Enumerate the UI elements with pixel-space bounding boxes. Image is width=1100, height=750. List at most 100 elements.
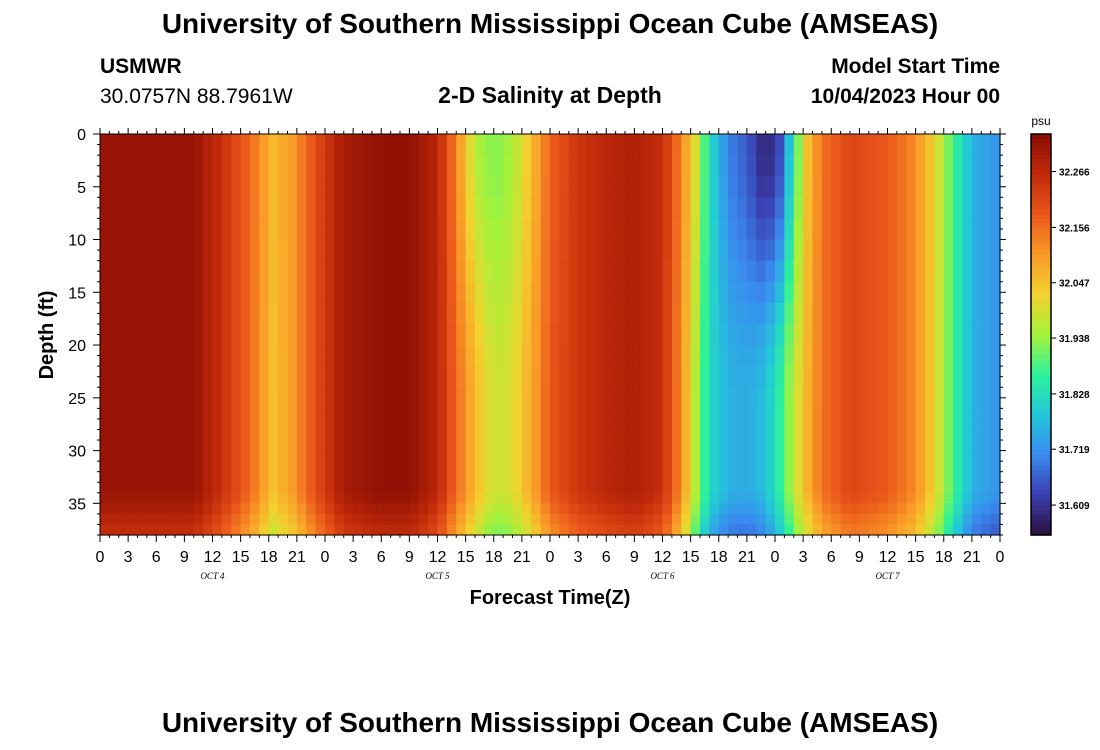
heatmap-cell	[184, 471, 195, 494]
heatmap-cell	[737, 197, 748, 220]
heatmap-cell	[400, 134, 410, 156]
heatmap-cell	[128, 387, 139, 409]
heatmap-cell	[381, 429, 392, 452]
heatmap-cell	[981, 176, 992, 198]
colorbar-segment	[1031, 369, 1051, 376]
heatmap-cell	[559, 323, 570, 346]
heatmap-cell	[606, 429, 617, 452]
heatmap-cell	[756, 429, 767, 452]
heatmap-cell	[953, 513, 964, 526]
heatmap-cell	[943, 239, 954, 262]
heatmap-cell	[353, 260, 364, 283]
heatmap-cell	[718, 302, 729, 325]
heatmap-cell	[418, 302, 429, 325]
colorbar-segment	[1031, 259, 1051, 265]
heatmap-cell	[315, 387, 326, 409]
heatmap-cell	[259, 450, 270, 473]
heatmap-cell	[287, 155, 298, 177]
heatmap-cell	[671, 218, 682, 241]
heatmap-cell	[381, 524, 392, 536]
heatmap-cell	[568, 408, 579, 431]
heatmap-cell	[325, 503, 335, 515]
heatmap-cell	[296, 429, 307, 452]
heatmap-cell	[493, 450, 504, 473]
heatmap-cell	[268, 524, 279, 536]
heatmap-cell	[765, 260, 776, 283]
heatmap-cell	[709, 471, 720, 494]
heatmap-cell	[137, 524, 148, 536]
heatmap-cell	[353, 429, 364, 452]
heatmap-cell	[840, 503, 851, 515]
heatmap-cell	[765, 323, 776, 346]
heatmap-cell	[390, 408, 401, 431]
heatmap-cell	[409, 345, 420, 367]
heatmap-cell	[278, 513, 289, 526]
heatmap-cell	[718, 450, 729, 473]
colorbar-segment	[1031, 179, 1051, 185]
heatmap-cell	[671, 155, 682, 177]
heatmap-cell	[634, 218, 645, 241]
heatmap-cell	[643, 524, 654, 536]
heatmap-cell	[878, 387, 889, 409]
heatmap-cell	[953, 302, 964, 325]
heatmap-cell	[165, 503, 176, 515]
heatmap-cell	[737, 176, 748, 198]
heatmap-cell	[690, 323, 701, 346]
heatmap-cell	[962, 513, 973, 526]
heatmap-cell	[109, 323, 120, 346]
heatmap-cell	[203, 429, 214, 452]
heatmap-cell	[521, 503, 532, 515]
heatmap-cell	[296, 387, 307, 409]
heatmap-cell	[868, 134, 879, 156]
heatmap-cell	[362, 387, 373, 409]
heatmap-cell	[990, 524, 1001, 536]
heatmap-cell	[362, 155, 373, 177]
heatmap-cell	[831, 239, 842, 262]
heatmap-cell	[709, 260, 720, 283]
heatmap-cell	[381, 239, 392, 262]
colorbar-segment	[1031, 414, 1051, 421]
heatmap-cell	[203, 471, 214, 494]
heatmap-cell	[437, 524, 448, 536]
heatmap-cell	[943, 134, 954, 156]
heatmap-cell	[250, 345, 260, 367]
heatmap-cell	[568, 503, 579, 515]
heatmap-cell	[456, 260, 467, 283]
heatmap-cell	[943, 218, 954, 241]
heatmap-cell	[212, 513, 223, 526]
heatmap-cell	[437, 218, 448, 241]
heatmap-cell	[596, 387, 607, 409]
heatmap-cell	[625, 302, 635, 325]
heatmap-cell	[531, 302, 542, 325]
heatmap-cell	[728, 429, 739, 452]
heatmap-cell	[671, 176, 682, 198]
heatmap-cell	[278, 366, 289, 388]
colorbar-segment	[1031, 419, 1051, 426]
heatmap-cell	[409, 260, 420, 283]
heatmap-cell	[793, 492, 804, 504]
y-tick-label: 15	[68, 285, 86, 302]
heatmap-cell	[296, 471, 307, 494]
heatmap-cell	[315, 134, 326, 156]
heatmap-cell	[840, 302, 851, 325]
heatmap-cell	[259, 134, 270, 156]
heatmap-cell	[915, 239, 926, 262]
heatmap-cell	[821, 176, 832, 198]
heatmap-cell	[643, 260, 654, 283]
heatmap-cell	[456, 155, 467, 177]
heatmap-cell	[803, 134, 814, 156]
heatmap-cell	[156, 366, 167, 388]
heatmap-cell	[334, 366, 345, 388]
heatmap-cell	[615, 366, 626, 388]
heatmap-cell	[887, 366, 898, 388]
heatmap-cell	[146, 176, 157, 198]
heatmap-cell	[325, 471, 335, 494]
heatmap-cell	[118, 408, 129, 431]
heatmap-cell	[981, 524, 992, 536]
heatmap-cell	[362, 218, 373, 241]
heatmap-cell	[718, 345, 729, 367]
heatmap-cell	[212, 155, 223, 177]
heatmap-cell	[709, 197, 720, 220]
heatmap-cell	[512, 281, 523, 304]
heatmap-cell	[840, 408, 851, 431]
